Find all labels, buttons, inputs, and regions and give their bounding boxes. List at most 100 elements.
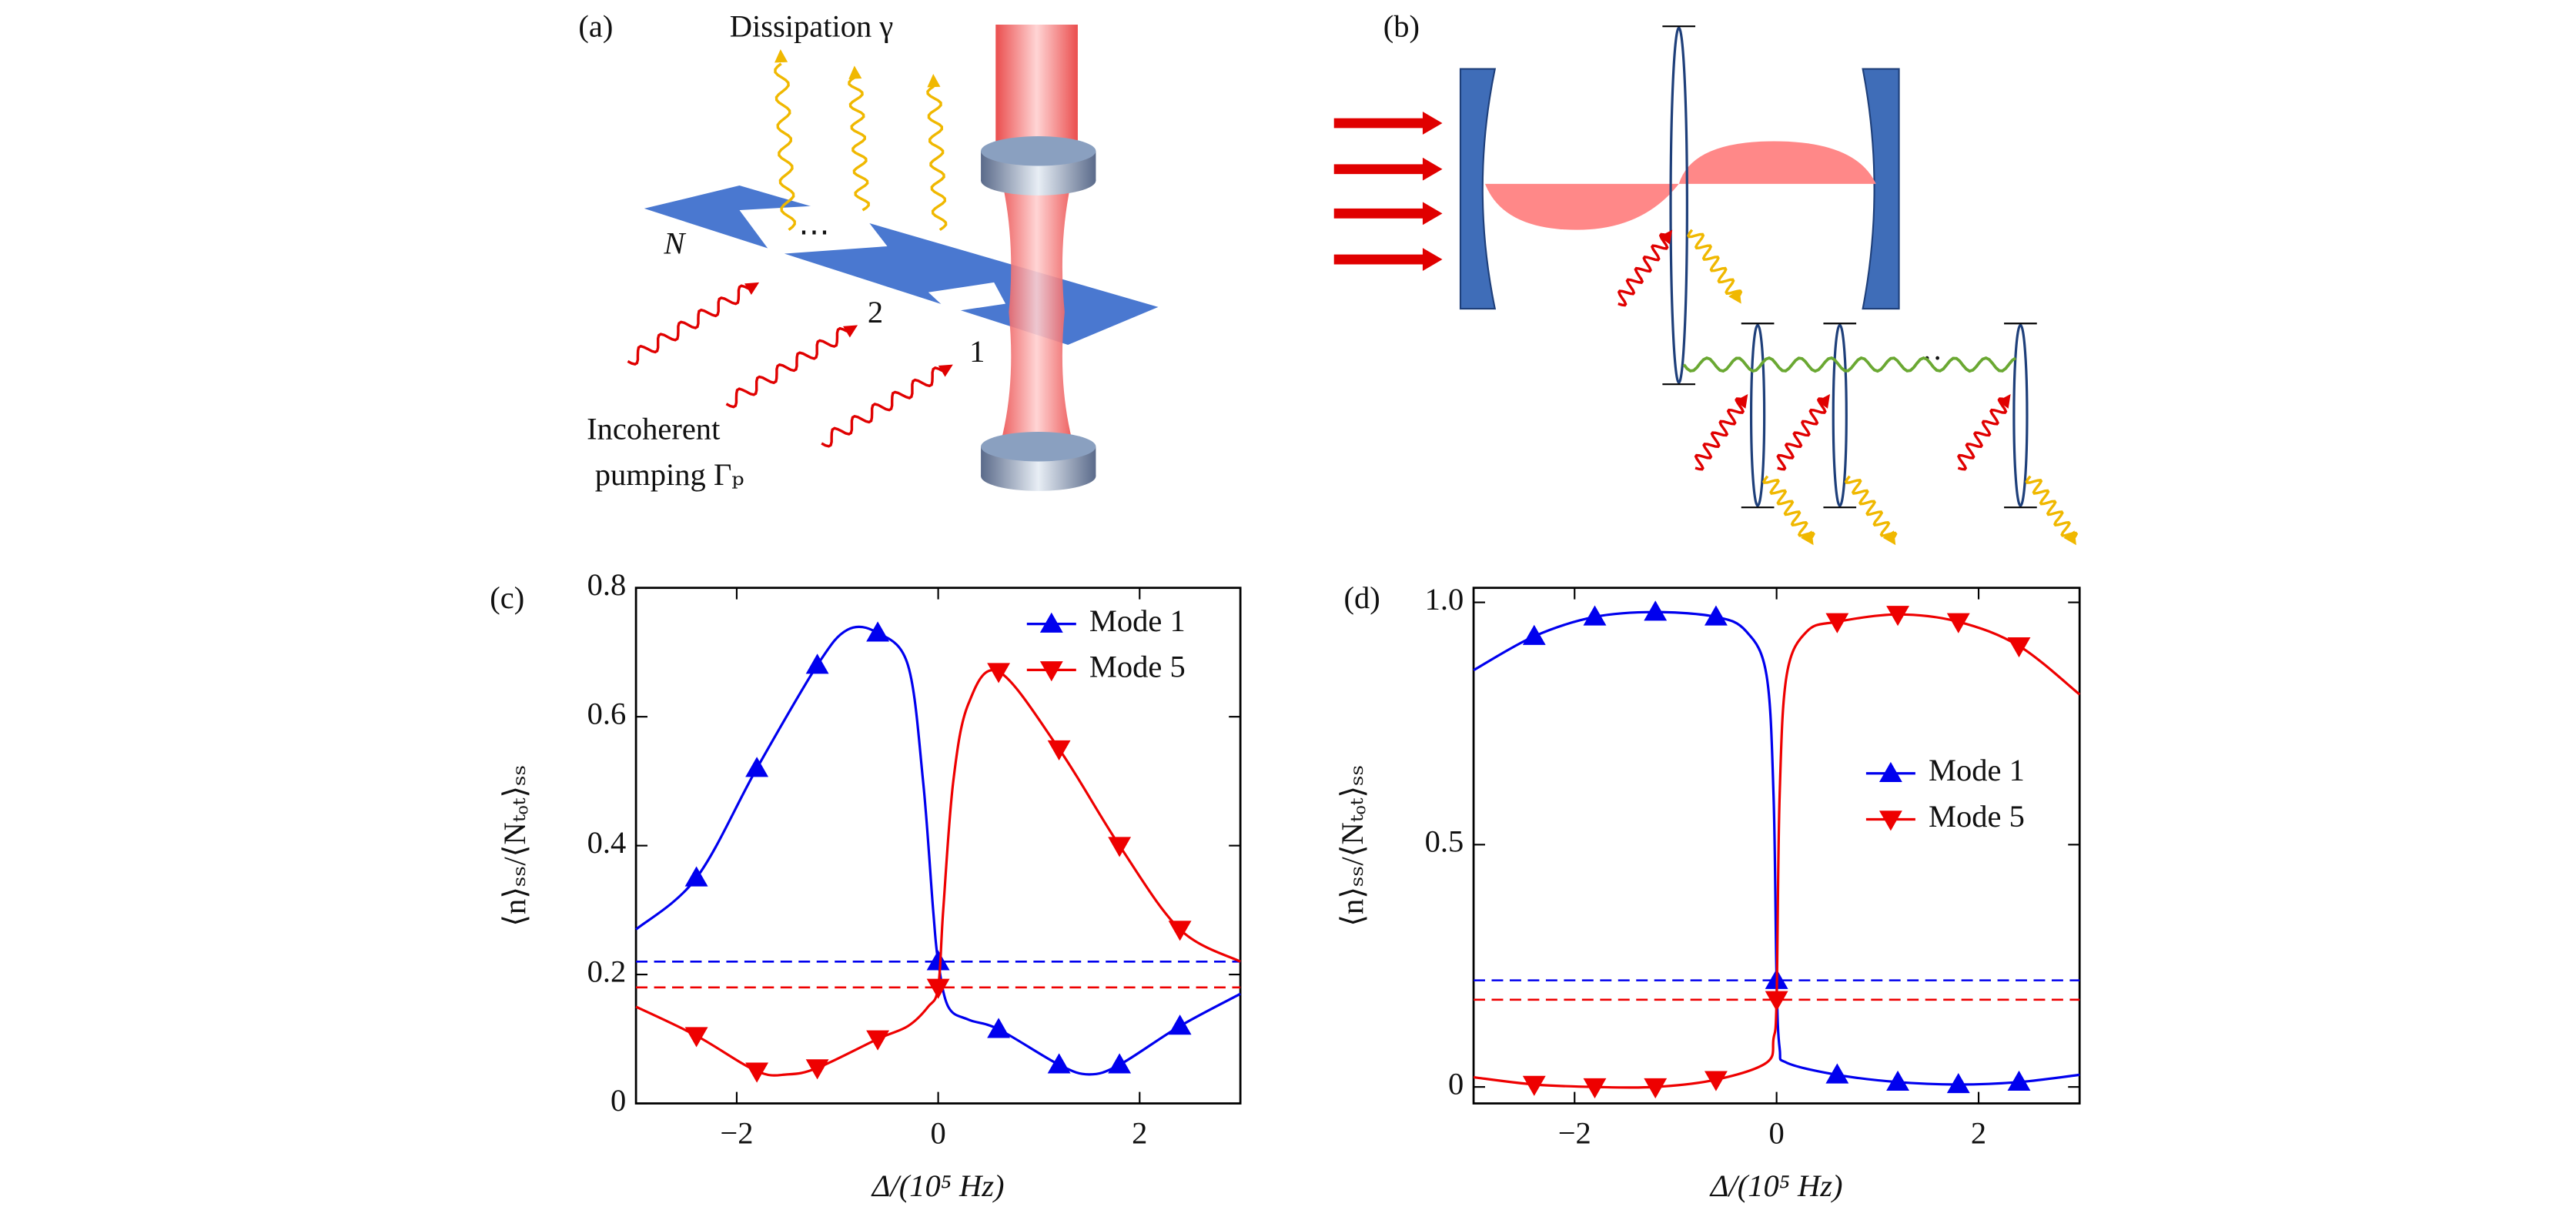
series-line [635, 625, 1241, 1076]
x-tick-label: 0 [1769, 1116, 1785, 1151]
membrane [1832, 323, 1848, 507]
mirror-bottom [981, 432, 1096, 491]
arrow-head [2063, 530, 2076, 546]
data-marker [745, 1062, 769, 1083]
wavy-arrow [1687, 229, 1743, 299]
x-tick-label: −2 [720, 1116, 753, 1151]
y-tick-label: 0.6 [587, 696, 627, 730]
data-marker [987, 663, 1011, 684]
y-tick-label: 0.4 [587, 825, 627, 860]
data-marker [1886, 1070, 1910, 1091]
arrow-head [1422, 202, 1443, 226]
diagram-a: (a) Dissipation γ N ⋯ 2 1 Incoherent pum… [578, 9, 1159, 492]
series-line [1473, 613, 2081, 1089]
wavy-arrow [1776, 397, 1827, 471]
wavy-arrow [1957, 397, 2008, 471]
arrow-head [1735, 393, 1748, 409]
wavy-arrow [627, 284, 750, 366]
membrane-2-label: 2 [868, 295, 883, 329]
y-tick-label: 0.2 [587, 954, 627, 988]
data-marker [805, 1059, 829, 1080]
series-line [1473, 610, 2080, 1086]
data-marker [866, 1030, 890, 1051]
wavy-arrow [821, 366, 943, 448]
data-marker [684, 866, 708, 887]
wavy-arrow [848, 75, 870, 212]
membrane-gap [928, 282, 1006, 313]
arrow-head [1422, 112, 1443, 135]
pump-label: Incoherent [587, 411, 721, 446]
arrow-head [927, 73, 941, 88]
data-marker [1583, 1078, 1607, 1099]
arrow-head [1659, 229, 1673, 245]
arrow-head [774, 48, 788, 63]
wavy-arrow [774, 62, 796, 231]
data-marker [1108, 1053, 1132, 1074]
x-tick-label: 2 [1971, 1116, 1986, 1151]
y-tick-label: 0 [1448, 1066, 1464, 1101]
data-marker [1946, 1073, 1970, 1094]
wavy-arrow [1844, 475, 1898, 541]
data-marker [1644, 600, 1668, 621]
data-marker [1583, 605, 1607, 626]
legend-marker [1039, 612, 1063, 633]
wavy-arrow [926, 85, 948, 232]
data-marker [1047, 740, 1071, 760]
arrow-head [1882, 530, 1896, 546]
series-line [635, 669, 1241, 1077]
membrane [1669, 26, 1688, 384]
membrane-gap [739, 203, 888, 255]
x-tick-label: 2 [1132, 1116, 1147, 1151]
data-marker [1522, 624, 1546, 645]
chart: (d) −2 0 2 0 0.5 1.0 Δ/(10⁵ Hz) ⟨n⟩ₛₛ/⟨Nₜₒₜ⟩ₛₛ Mo… [1335, 580, 2081, 1203]
data-marker [1047, 1053, 1071, 1074]
data-marker [1825, 1063, 1849, 1084]
x-tick-label: −2 [1558, 1116, 1591, 1151]
legend-label: Mode 1 [1089, 603, 1186, 638]
data-marker [926, 978, 950, 999]
arrow-head [1422, 248, 1443, 271]
dissipation-label: Dissipation γ [730, 9, 894, 44]
panel-label: (b) [1383, 9, 1420, 44]
legend-label: Mode 5 [1089, 650, 1186, 684]
x-axis-label: Δ/(10⁵ Hz) [871, 1168, 1005, 1203]
chart: (c) −2 0 2 0 0.2 0.4 0.6 0.8 Δ/(10⁵ Hz) ⟨n⟩ₛₛ/⟨Nₜₒ… [490, 567, 1242, 1203]
membrane [2012, 323, 2029, 507]
data-marker [1522, 1075, 1546, 1096]
data-marker [1644, 1078, 1668, 1099]
wavy-arrow [1694, 397, 1745, 471]
wavy-arrow [1617, 232, 1669, 307]
data-marker [926, 950, 950, 971]
y-axis-label: ⟨n⟩ₛₛ/⟨Nₜₒₜ⟩ₛₛ [497, 764, 532, 926]
data-marker [2007, 1070, 2031, 1091]
arrow-head [1728, 289, 1741, 304]
cavity-mode [1678, 141, 1876, 184]
cavity-mirror [1862, 68, 1900, 310]
membrane [1749, 323, 1766, 507]
arrow-head [843, 325, 858, 338]
legend-marker [1039, 661, 1063, 682]
membrane-array [644, 186, 1159, 345]
membrane-dots: ⋯ [798, 214, 830, 249]
wavy-arrow [1762, 475, 1815, 541]
membrane-n-label: N [663, 226, 686, 260]
arrow-head [1997, 393, 2011, 409]
data-marker [1825, 613, 1849, 633]
data-marker [1886, 606, 1910, 627]
legend-label: Mode 5 [1929, 799, 2025, 834]
x-tick-label: 0 [930, 1116, 945, 1151]
membrane-1-label: 1 [969, 334, 985, 369]
diagram-b: (b) ·· [1383, 9, 1942, 386]
data-marker [1108, 837, 1132, 857]
waves [627, 48, 2079, 546]
wavy-arrow [725, 326, 848, 409]
data-marker [684, 1027, 708, 1048]
data-marker [745, 757, 769, 777]
y-tick-label: 1.0 [1425, 582, 1464, 617]
cavity-mode [1484, 183, 1679, 230]
panel-label: (c) [490, 580, 524, 615]
data-marker [987, 1018, 1011, 1038]
arrow-head [1817, 393, 1830, 409]
arrow-head [744, 282, 760, 296]
mirror-top [981, 136, 1096, 196]
